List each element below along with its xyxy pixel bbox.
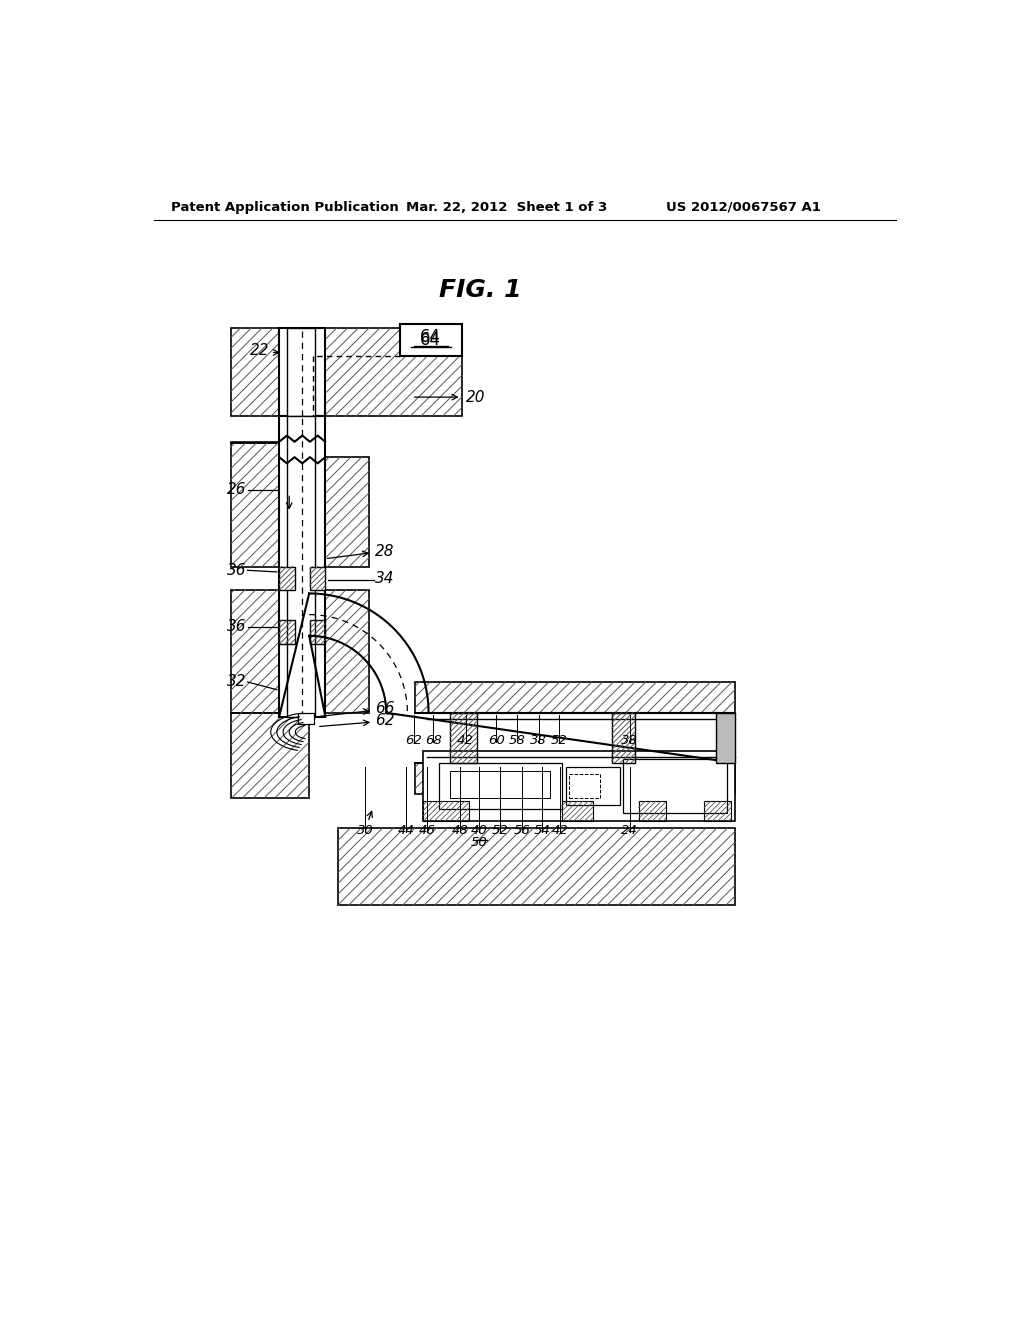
Text: 62: 62	[406, 734, 422, 747]
Text: Patent Application Publication: Patent Application Publication	[171, 201, 398, 214]
Bar	[611, 713, 635, 763]
Bar	[423, 751, 735, 821]
Bar	[705, 801, 731, 821]
Text: 64: 64	[421, 329, 441, 346]
Bar	[716, 713, 735, 763]
Bar	[639, 801, 666, 821]
Bar	[280, 620, 295, 644]
Text: 30: 30	[357, 825, 374, 837]
Text: FIG. 1: FIG. 1	[438, 277, 521, 302]
Bar	[287, 327, 315, 416]
Text: 34: 34	[376, 570, 395, 586]
Text: 42: 42	[457, 734, 474, 747]
Bar	[339, 829, 735, 906]
Text: 66: 66	[376, 701, 395, 717]
Text: 20: 20	[466, 389, 485, 405]
Text: 60: 60	[487, 734, 505, 747]
Bar	[310, 566, 326, 590]
Bar	[569, 775, 600, 797]
Text: 64: 64	[421, 331, 441, 348]
Text: 58: 58	[509, 734, 525, 747]
Bar	[451, 713, 477, 763]
Bar	[325, 457, 370, 566]
Text: 22: 22	[250, 343, 269, 359]
Bar	[230, 713, 309, 797]
Text: 24: 24	[622, 825, 638, 837]
Text: US 2012/0067567 A1: US 2012/0067567 A1	[666, 201, 820, 214]
Bar	[230, 444, 280, 566]
Text: 54: 54	[534, 825, 550, 837]
Bar	[319, 327, 462, 416]
Text: 44: 44	[398, 825, 415, 837]
Bar	[400, 323, 462, 356]
Bar	[280, 327, 326, 416]
Text: 36: 36	[226, 619, 246, 634]
Bar	[562, 801, 593, 821]
Text: 52: 52	[551, 734, 568, 747]
Text: 42: 42	[552, 825, 568, 837]
Text: 50: 50	[471, 836, 487, 849]
Text: 48: 48	[452, 825, 469, 837]
Bar	[438, 763, 562, 809]
Bar	[416, 682, 735, 713]
Text: 38: 38	[622, 734, 638, 747]
Bar	[416, 763, 735, 793]
Bar	[230, 327, 280, 416]
Bar	[230, 442, 280, 444]
Text: 56: 56	[513, 825, 530, 837]
Text: 40: 40	[471, 825, 487, 837]
Text: 38: 38	[530, 734, 547, 747]
Bar	[280, 566, 295, 590]
Text: 52: 52	[492, 825, 509, 837]
Text: 28: 28	[376, 544, 395, 558]
Text: 68: 68	[425, 734, 441, 747]
Bar	[280, 416, 326, 717]
Bar	[298, 713, 313, 725]
Text: 26: 26	[226, 482, 246, 498]
Text: 46: 46	[419, 825, 435, 837]
Bar	[280, 566, 326, 590]
Text: 36: 36	[226, 562, 246, 578]
Bar	[230, 590, 280, 713]
Bar	[624, 759, 727, 813]
Bar	[451, 771, 550, 797]
Bar	[310, 620, 326, 644]
Bar	[565, 767, 620, 805]
Text: 32: 32	[226, 675, 246, 689]
Bar	[287, 416, 315, 717]
Text: Mar. 22, 2012  Sheet 1 of 3: Mar. 22, 2012 Sheet 1 of 3	[407, 201, 607, 214]
Bar	[325, 590, 370, 713]
Bar	[423, 801, 469, 821]
Text: 62: 62	[376, 713, 395, 729]
